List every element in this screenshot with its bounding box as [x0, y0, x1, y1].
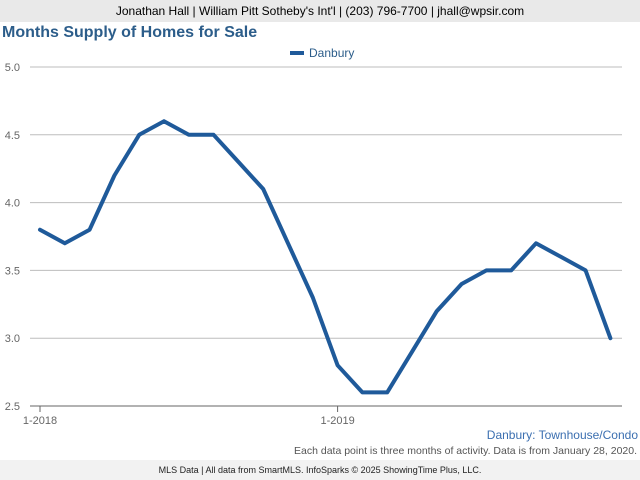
series-lines — [38, 119, 613, 395]
y-tick-label: 4.0 — [5, 198, 20, 210]
series-line-danbury — [38, 119, 613, 395]
y-tick-label: 3.5 — [5, 265, 20, 277]
chart-title: Months Supply of Homes for Sale — [2, 24, 258, 41]
chart-subtitle: Danbury: Townhouse/Condo — [486, 428, 638, 442]
y-axis-ticks: 2.5 3.0 3.5 4.0 4.5 5.0 — [5, 62, 20, 413]
footnote: Each data point is three months of activ… — [294, 445, 637, 457]
x-tick-label: 1-2019 — [320, 415, 354, 427]
y-tick-label: 4.5 — [5, 130, 20, 142]
footer-credits: MLS Data | All data from SmartMLS. InfoS… — [0, 460, 640, 480]
contact-header: Jonathan Hall | William Pitt Sotheby's I… — [0, 0, 640, 22]
y-tick-label: 3.0 — [5, 333, 20, 345]
x-tick-label: 1-2018 — [23, 415, 57, 427]
y-tick-label: 5.0 — [5, 62, 20, 74]
y-tick-label: 2.5 — [5, 401, 20, 413]
legend: Danbury — [290, 46, 354, 60]
legend-label: Danbury — [309, 46, 355, 60]
legend-swatch — [290, 51, 304, 55]
grid-lines — [30, 66, 622, 407]
x-axis: 1-2018 1-2019 — [23, 406, 355, 427]
